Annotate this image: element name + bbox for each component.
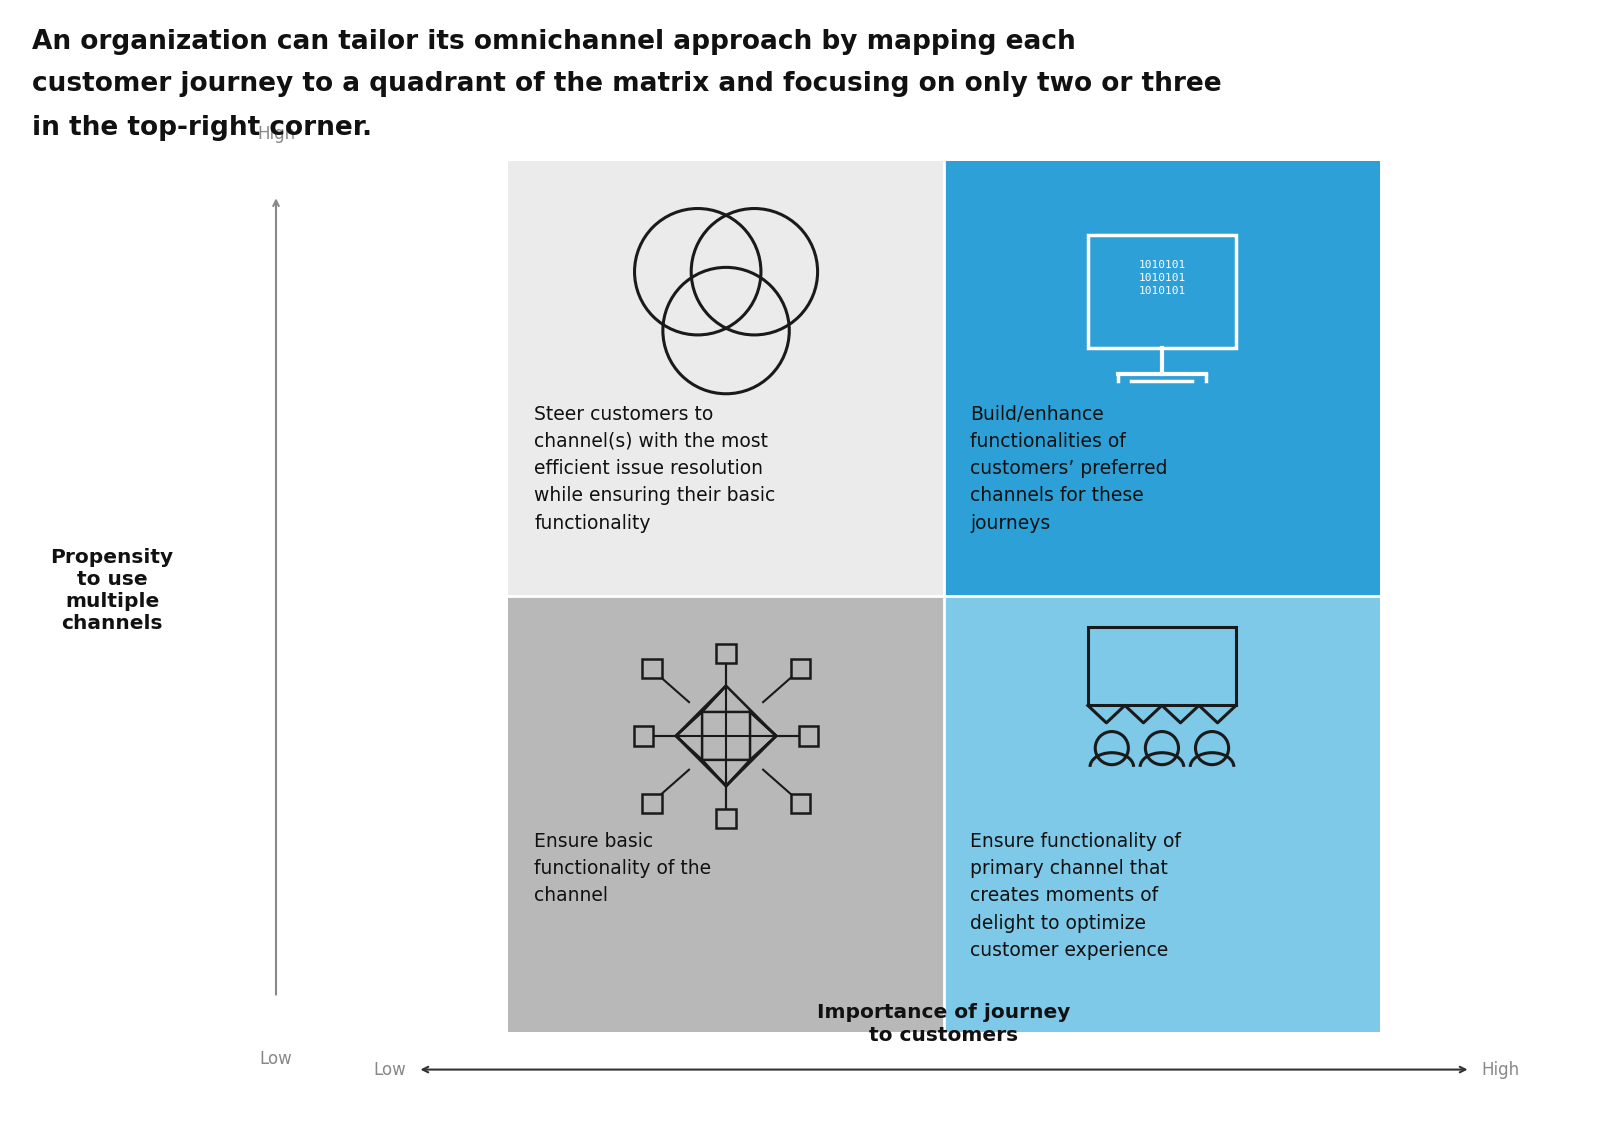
Text: Propensity
to use
multiple
channels: Propensity to use multiple channels — [51, 548, 173, 633]
Text: Ensure functionality of
primary channel that
creates moments of
delight to optim: Ensure functionality of primary channel … — [970, 832, 1181, 960]
Text: customer journey to a quadrant of the matrix and focusing on only two or three: customer journey to a quadrant of the ma… — [32, 71, 1222, 97]
Bar — [717, 643, 736, 663]
Bar — [1088, 627, 1237, 705]
Bar — [509, 596, 944, 1032]
Text: High: High — [1482, 1061, 1520, 1078]
Text: Build/enhance
functionalities of
customers’ preferred
channels for these
journey: Build/enhance functionalities of custome… — [970, 405, 1168, 532]
Text: Importance of journey
to customers: Importance of journey to customers — [818, 1002, 1070, 1046]
Text: An organization can tailor its omnichannel approach by mapping each: An organization can tailor its omnichann… — [32, 29, 1075, 55]
Bar — [634, 726, 653, 746]
Text: Low: Low — [259, 1050, 293, 1068]
Bar — [509, 161, 944, 596]
Text: Ensure basic
functionality of the
channel: Ensure basic functionality of the channe… — [534, 832, 712, 905]
Bar — [790, 794, 810, 813]
Bar — [717, 809, 736, 828]
Bar — [800, 726, 819, 746]
Bar — [642, 794, 661, 813]
Bar — [1088, 235, 1237, 348]
Text: High: High — [258, 125, 294, 143]
Text: Low: Low — [374, 1061, 406, 1078]
Bar — [944, 596, 1379, 1032]
Bar — [944, 161, 1379, 596]
Text: Steer customers to
channel(s) with the most
efficient issue resolution
while ens: Steer customers to channel(s) with the m… — [534, 405, 776, 532]
Bar — [790, 658, 810, 678]
Text: 1010101
1010101
1010101: 1010101 1010101 1010101 — [1138, 260, 1186, 296]
Bar — [642, 658, 661, 678]
Text: in the top-right corner.: in the top-right corner. — [32, 115, 373, 141]
